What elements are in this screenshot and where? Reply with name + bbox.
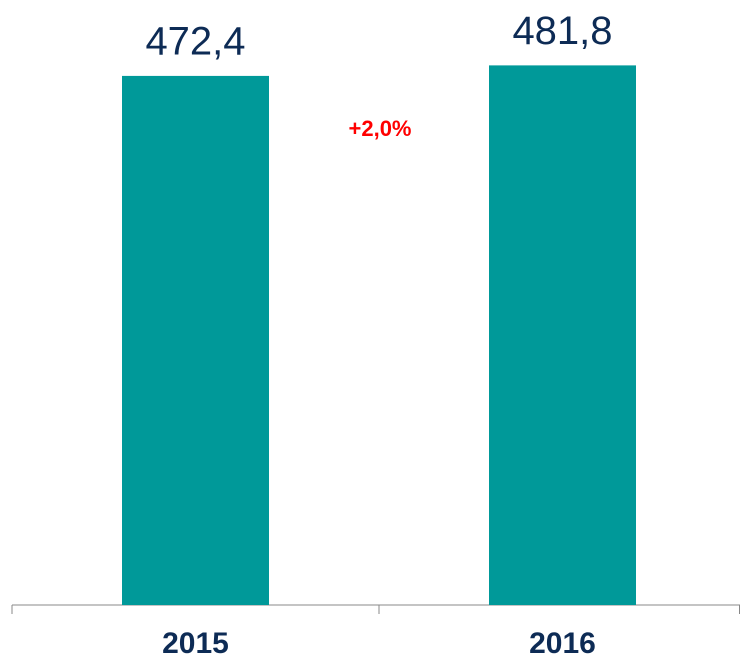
- value-label: 481,8: [512, 9, 612, 53]
- value-label: 472,4: [145, 19, 245, 63]
- bar: [122, 75, 269, 606]
- annotation: +2,0%: [349, 116, 412, 141]
- x-tick-label: 2016: [529, 627, 596, 660]
- bar: [489, 65, 636, 605]
- x-tick-label: 2015: [162, 627, 229, 660]
